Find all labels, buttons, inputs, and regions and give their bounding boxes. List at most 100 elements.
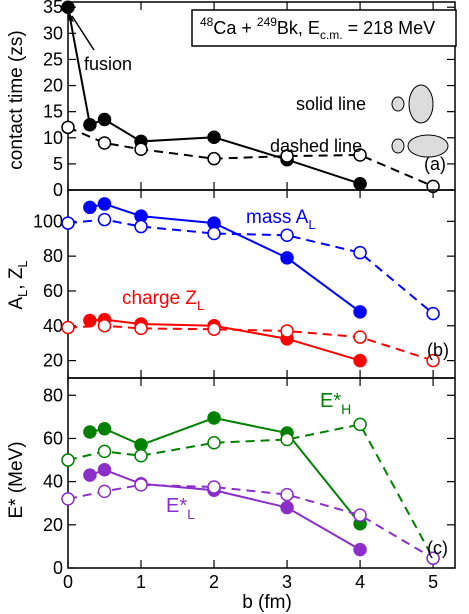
data-point (134, 448, 148, 463)
data-point (97, 136, 112, 150)
data-point (353, 353, 367, 368)
data-point (207, 151, 221, 166)
data-point (97, 112, 112, 127)
dashed-small-shape (391, 138, 405, 154)
y-tick-label: 20 (43, 76, 63, 96)
data-point (61, 492, 75, 506)
x-tick-label: 4 (355, 572, 365, 592)
mass-series-label: mass AL (246, 207, 316, 232)
data-point (353, 508, 367, 522)
series-line-dashed (67, 126, 434, 188)
data-point (83, 468, 97, 482)
data-point (280, 487, 294, 502)
series-line-solid (89, 416, 361, 525)
data-point (61, 0, 75, 14)
panel-label-b: (b) (427, 340, 449, 360)
data-point (353, 417, 367, 432)
x-tick-label: 5 (428, 572, 438, 592)
panel-label-a: (a) (424, 154, 446, 174)
y-tick-label: 0 (53, 558, 63, 578)
data-point (97, 444, 112, 459)
series-line-solid (89, 468, 361, 551)
y-tick-label: 0 (53, 180, 63, 200)
data-point (97, 197, 112, 211)
data-point (83, 313, 97, 328)
data-point (134, 321, 148, 336)
data-point (353, 542, 367, 557)
y-axis-label-panel-b: AL, ZL (6, 260, 30, 309)
panel-c: 0 20 40 60 80 0 1 2 3 4 5 (43, 377, 456, 592)
panel-b: 20 40 60 80 100 (33, 189, 456, 379)
y-tick-label: 15 (43, 102, 63, 122)
data-point (207, 480, 221, 494)
data-point (353, 245, 367, 260)
data-point (353, 305, 367, 319)
data-point (83, 425, 97, 439)
dashed-large-shape (407, 134, 449, 158)
y-tick-label: 25 (43, 49, 63, 69)
data-point (426, 551, 440, 566)
data-point (353, 176, 367, 191)
x-axis-label: b (fm) (242, 592, 292, 613)
data-point (207, 130, 221, 145)
data-point (61, 320, 75, 335)
data-point (134, 478, 148, 492)
x-tick-label: 1 (136, 572, 146, 592)
data-point (280, 324, 294, 338)
data-point (97, 484, 112, 499)
y-tick-label: 20 (43, 515, 63, 535)
data-point (97, 421, 112, 436)
x-tick-label: 0 (63, 572, 73, 592)
data-point (426, 306, 440, 321)
fusion-arrow-head (68, 13, 74, 22)
reaction-title: 48Ca + 249Bk, Ec.m. = 218 MeV (200, 15, 435, 42)
data-point (353, 330, 367, 344)
data-point (207, 411, 221, 425)
fusion-arrow-line (71, 15, 95, 51)
y-tick-label: 35 (43, 0, 63, 17)
data-point (280, 500, 294, 515)
y-tick-label: 5 (53, 154, 63, 174)
chart-panels: 0 5 10 15 20 25 30 35 20 40 60 80 100 0 20 40 60 80 0 1 2 3 4 5 (33, 0, 456, 592)
y-tick-label: 40 (43, 472, 63, 492)
panel-frame-c (67, 377, 456, 569)
eh-series-label: E*H (320, 390, 351, 417)
data-point (207, 322, 221, 337)
data-point (83, 117, 97, 132)
data-point (97, 463, 112, 477)
x-tick-label: 2 (209, 572, 219, 592)
data-point (61, 120, 75, 135)
y-tick-label: 20 (43, 351, 63, 371)
data-point (280, 251, 294, 265)
y-axis-label-panel-a: contact time (zs) (6, 30, 27, 169)
y-tick-label: 60 (43, 281, 63, 301)
y-tick-label: 80 (43, 246, 63, 266)
y-tick-label: 10 (43, 128, 63, 148)
data-point (353, 148, 367, 162)
x-tick-label: 3 (282, 572, 292, 592)
y-tick-label: 60 (43, 428, 63, 448)
y-axis-label-panel-c: E* (MeV) (6, 441, 27, 518)
y-tick-label: 30 (43, 23, 63, 43)
solid-small-shape (391, 96, 405, 112)
data-point (134, 142, 148, 157)
fusion-label: fusion (84, 54, 132, 74)
y-tick-label: 40 (43, 316, 63, 336)
data-point (61, 453, 75, 467)
data-point (97, 212, 112, 227)
series-line-dashed (67, 324, 434, 362)
data-point (280, 228, 294, 243)
series-line-solid (89, 318, 361, 362)
el-series-label: E*L (166, 495, 195, 522)
data-point (134, 219, 148, 234)
solid-line-label: solid line (296, 94, 366, 114)
data-point (207, 226, 221, 241)
data-point (207, 436, 221, 450)
data-point (83, 200, 97, 215)
reaction-box (191, 9, 457, 47)
data-point (426, 353, 440, 368)
solid-large-shape (408, 84, 434, 124)
dashed-line-label: dashed line (270, 136, 362, 156)
panel-label-c: (c) (427, 538, 448, 558)
